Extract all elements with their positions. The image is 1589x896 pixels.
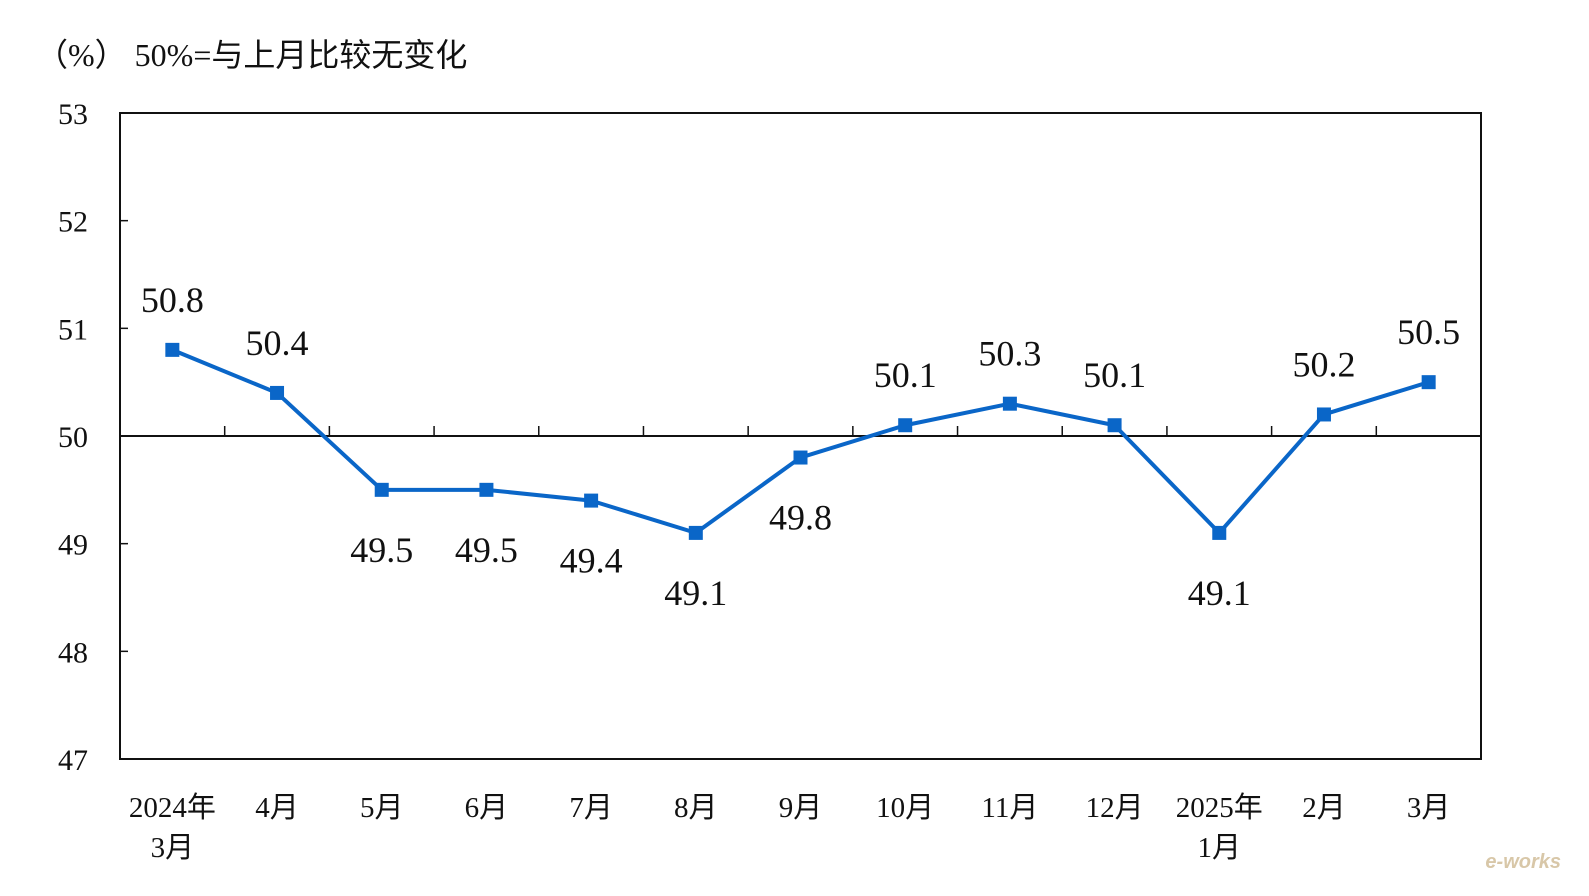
x-tick-label-line: 3月	[1407, 792, 1451, 824]
x-tick-label: 3月	[1407, 792, 1451, 824]
data-label: 49.5	[350, 530, 413, 570]
data-label: 49.5	[455, 530, 518, 570]
x-tick-label: 10月	[876, 792, 934, 824]
data-point-marker	[479, 482, 494, 497]
x-tick-label-line: 3月	[151, 832, 195, 864]
x-tick-label: 11月	[981, 792, 1038, 824]
x-tick-label: 5月	[360, 792, 404, 824]
data-label: 50.2	[1292, 344, 1355, 384]
x-tick-label: 2025年 1月	[1176, 791, 1263, 864]
x-tick-label: 2月	[1302, 792, 1346, 824]
x-tick-label-line: 8月	[674, 792, 718, 824]
x-tick-label-line: 2月	[1302, 792, 1346, 824]
data-label: 50.1	[874, 355, 937, 395]
y-tick-label: 49	[58, 529, 88, 562]
data-point-marker	[898, 418, 913, 433]
data-label: 50.1	[1083, 355, 1146, 395]
y-tick-label: 48	[58, 636, 88, 669]
data-point-marker	[1316, 407, 1331, 422]
x-tick-label-line: 7月	[569, 792, 613, 824]
unit-note: （%） 50%=与上月比较无变化	[36, 37, 468, 73]
x-tick-label: 6月	[465, 792, 509, 824]
data-label: 49.1	[664, 573, 727, 613]
data-point-marker	[793, 450, 808, 465]
y-tick-label: 53	[58, 98, 88, 131]
data-point-marker	[165, 342, 180, 357]
data-label: 50.5	[1397, 312, 1460, 352]
y-tick-label: 51	[58, 313, 88, 346]
x-tick-label: 9月	[779, 792, 823, 824]
data-label: 50.4	[246, 323, 309, 363]
data-point-marker	[374, 482, 389, 497]
data-point-marker	[1212, 525, 1227, 540]
x-tick-label-line: 4月	[255, 792, 299, 824]
watermark-logo: e-works	[1485, 851, 1561, 873]
x-tick-label-line: 6月	[465, 792, 509, 824]
x-tick-label: 12月	[1086, 792, 1144, 824]
data-label: 49.1	[1188, 573, 1251, 613]
x-tick-label-line: 12月	[1086, 792, 1144, 824]
y-tick-label: 52	[58, 206, 88, 239]
data-label: 49.4	[560, 541, 623, 581]
y-tick-label: 47	[58, 744, 88, 777]
x-tick-label: 8月	[674, 792, 718, 824]
data-point-marker	[584, 493, 599, 508]
data-point-marker	[1002, 396, 1017, 411]
x-tick-label-line: 5月	[360, 792, 404, 824]
x-tick-label: 4月	[255, 792, 299, 824]
x-tick-label-line: 10月	[876, 792, 934, 824]
x-tick-label-line: 2025年	[1176, 791, 1263, 824]
x-tick-label-line: 2024年	[129, 791, 216, 824]
data-point-marker	[1107, 418, 1122, 433]
x-tick-label-line: 9月	[779, 792, 823, 824]
data-point-marker	[688, 525, 703, 540]
data-point-marker	[1421, 375, 1436, 390]
y-tick-label: 50	[58, 421, 88, 454]
data-label: 49.8	[769, 498, 832, 538]
data-point-marker	[270, 385, 285, 400]
x-tick-label: 2024年 3月	[129, 791, 216, 864]
x-tick-label-line: 11月	[981, 792, 1038, 824]
x-tick-label-line: 1月	[1198, 832, 1242, 864]
x-tick-label: 7月	[569, 792, 613, 824]
data-label: 50.3	[978, 334, 1041, 374]
data-label: 50.8	[141, 280, 204, 320]
